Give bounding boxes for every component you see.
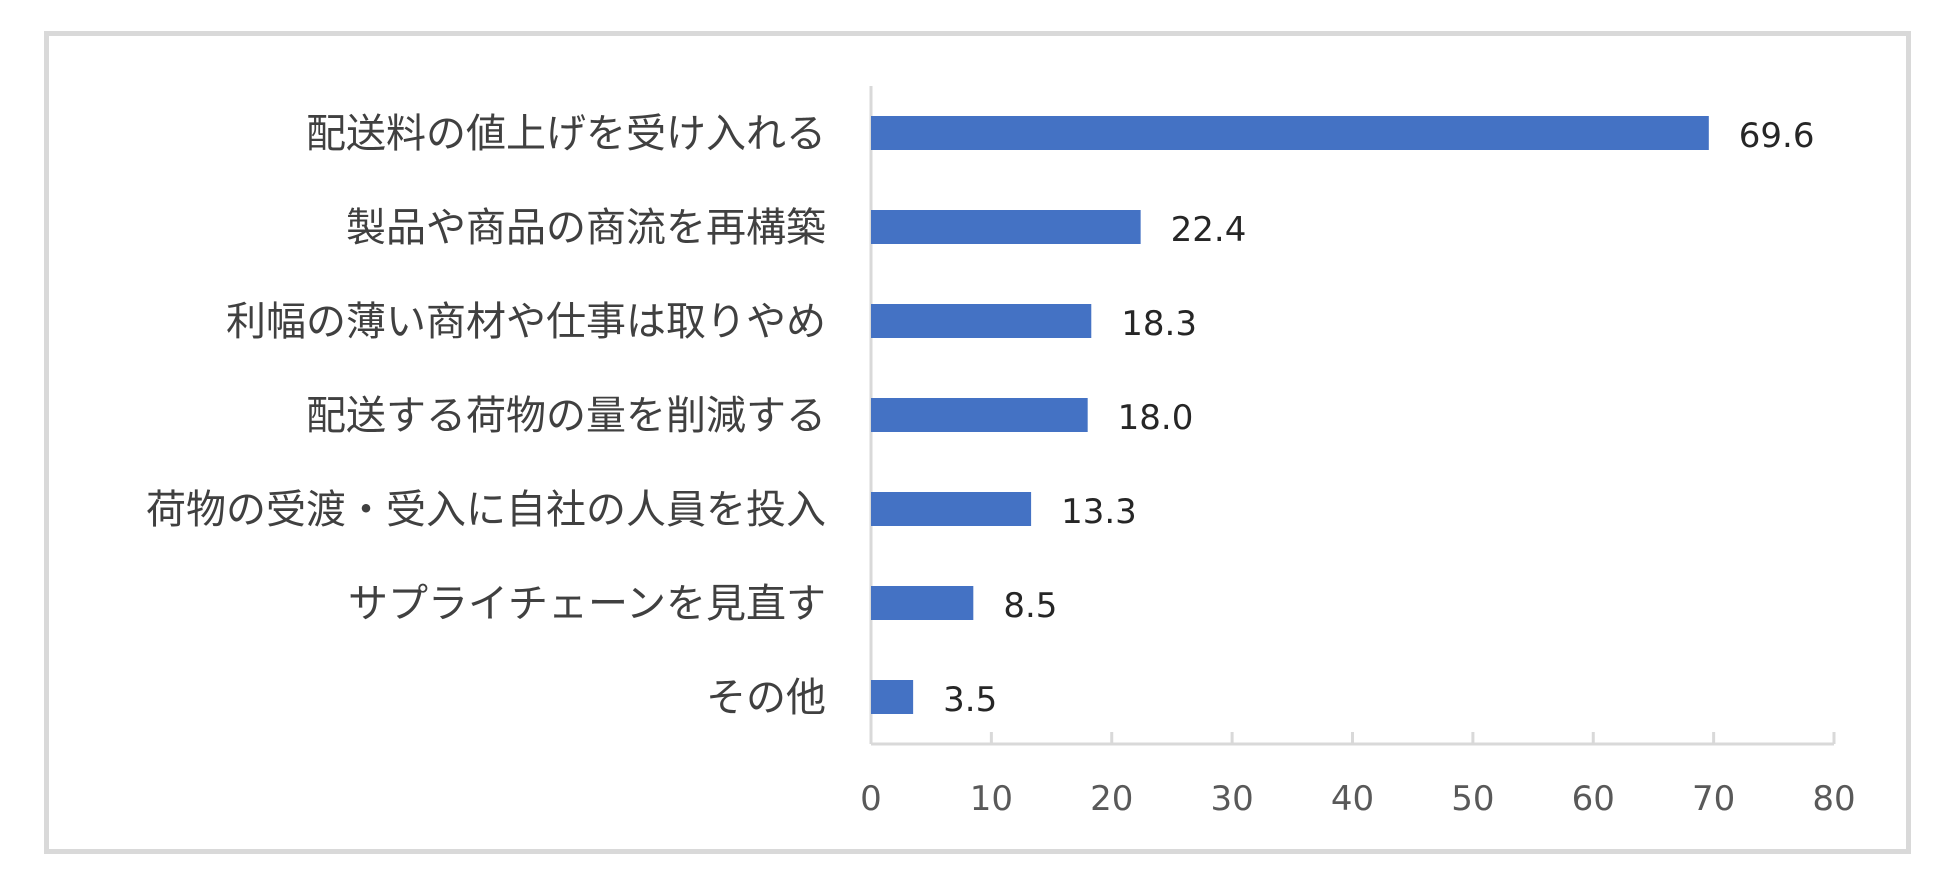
x-tick-label: 70 bbox=[1692, 779, 1735, 819]
chart-frame bbox=[44, 31, 1911, 854]
x-tick-label: 60 bbox=[1572, 779, 1615, 819]
value-labels: 69.6 22.4 18.3 18.0 13.3 8.5 3.5 bbox=[943, 116, 1814, 720]
chart-bars bbox=[871, 116, 1709, 714]
value-label: 13.3 bbox=[1061, 492, 1137, 532]
category-label: 配送料の値上げを受け入れる bbox=[306, 111, 826, 157]
x-tick-label: 30 bbox=[1210, 779, 1253, 819]
value-label: 3.5 bbox=[943, 680, 997, 720]
category-labels: 配送料の値上げを受け入れる製品や商品の商流を再構築利幅の薄い商材や仕事は取りやめ… bbox=[146, 111, 826, 721]
x-tick-label: 50 bbox=[1451, 779, 1494, 819]
category-label: 配送する荷物の量を削減する bbox=[306, 393, 826, 439]
bar bbox=[871, 680, 914, 714]
value-label: 8.5 bbox=[1003, 586, 1057, 626]
bar bbox=[871, 116, 1709, 150]
value-label: 22.4 bbox=[1171, 210, 1247, 250]
bar bbox=[871, 398, 1088, 432]
x-tick-label: 40 bbox=[1331, 779, 1374, 819]
x-tick-label: 20 bbox=[1090, 779, 1133, 819]
value-label: 69.6 bbox=[1739, 116, 1815, 156]
bar bbox=[871, 492, 1032, 526]
bar bbox=[871, 304, 1092, 338]
category-label: 製品や商品の商流を再構築 bbox=[346, 205, 826, 251]
value-label: 18.0 bbox=[1118, 398, 1194, 438]
x-tick-label: 80 bbox=[1812, 779, 1855, 819]
bar bbox=[871, 210, 1141, 244]
x-tick-labels: 0 10 20 30 40 50 60 70 80 bbox=[860, 779, 1855, 819]
bar bbox=[871, 586, 974, 620]
category-label: 利幅の薄い商材や仕事は取りやめ bbox=[226, 299, 826, 345]
category-label: 荷物の受渡・受入に自社の人員を投入 bbox=[146, 487, 826, 533]
x-tick-label: 10 bbox=[970, 779, 1013, 819]
value-label: 18.3 bbox=[1121, 304, 1197, 344]
category-label: サプライチェーンを見直す bbox=[348, 581, 826, 627]
x-tick-label: 0 bbox=[860, 779, 882, 819]
category-label: その他 bbox=[706, 675, 826, 721]
